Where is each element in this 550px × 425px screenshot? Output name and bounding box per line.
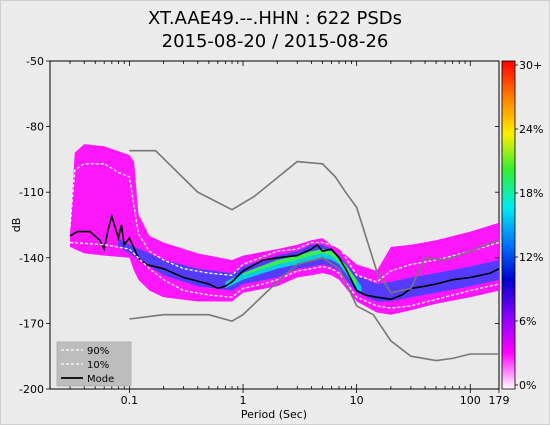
legend-label: 90%	[87, 346, 109, 357]
y-tick-label: -110	[19, 186, 44, 199]
y-tick-label: -140	[19, 252, 44, 265]
colorbar-tick-label: 24%	[519, 123, 543, 136]
colorbar	[501, 60, 516, 390]
legend-label: 10%	[87, 360, 109, 371]
colorbar-ticks: 30+ 24% 18% 12% 6% 0%	[515, 59, 543, 392]
series-line-nhnm	[129, 149, 499, 294]
y-axis: -50 -80 -110 -140 -170 -200	[19, 55, 499, 396]
series-lines	[69, 149, 499, 362]
chart-subtitle: 2015-08-20 / 2015-08-26	[161, 31, 389, 52]
x-tick-label: 100	[460, 394, 481, 407]
y-axis-label: dB	[10, 218, 23, 233]
y-tick-label: -200	[19, 383, 44, 396]
legend-label: Mode	[87, 374, 114, 385]
series-line-mode	[69, 213, 499, 301]
series-line-90-	[69, 163, 499, 283]
colorbar-tick-label: 18%	[519, 187, 543, 200]
y-tick-label: -80	[26, 121, 44, 134]
colorbar-tick-label: 0%	[519, 379, 536, 392]
x-axis: 0.1 1 10 100 179	[49, 61, 510, 407]
series-line-nlnm	[129, 256, 499, 362]
x-tick-label: 0.1	[121, 394, 139, 407]
density-band-peak	[243, 249, 357, 287]
series-line-10-	[69, 241, 499, 309]
x-tick-label: 10	[350, 394, 364, 407]
y-tick-label: -170	[19, 317, 44, 330]
colorbar-tick-label: 6%	[519, 315, 536, 328]
x-axis-label: Period (Sec)	[241, 408, 307, 421]
x-tick-label: 1	[240, 394, 247, 407]
colorbar-tick-label: 12%	[519, 251, 543, 264]
y-tick-label: -50	[26, 55, 44, 68]
legend: 90% 10% Mode	[56, 341, 132, 387]
x-tick-label: 179	[489, 394, 510, 407]
chart-title: XT.AAE49.--.HHN : 622 PSDs	[147, 8, 403, 29]
colorbar-tick-label: 30+	[519, 59, 542, 72]
